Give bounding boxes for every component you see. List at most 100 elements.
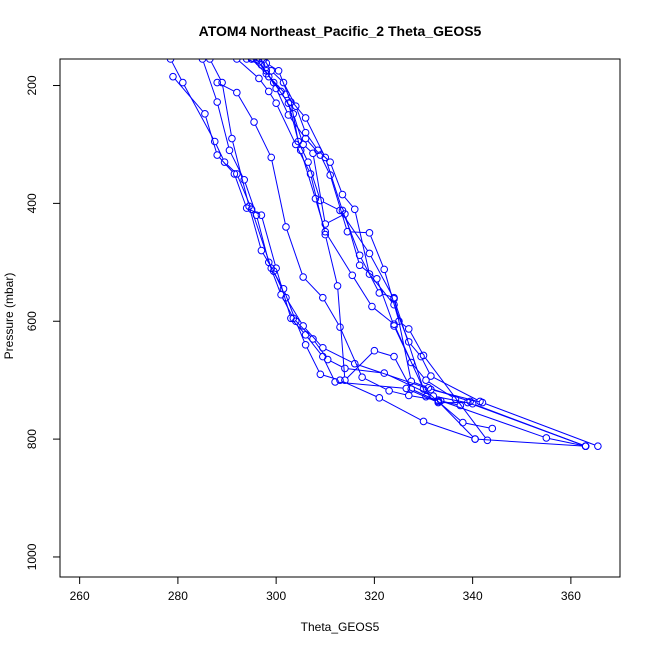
series-line-segment	[395, 359, 411, 387]
data-point	[301, 341, 310, 349]
series-line-segment	[414, 382, 426, 388]
series-line-segment	[232, 141, 249, 204]
series-line-segment	[348, 368, 381, 374]
data-point	[375, 289, 384, 297]
series-line-segment	[286, 229, 303, 275]
series-line-segment	[410, 344, 420, 355]
data-point	[264, 258, 273, 267]
series-line-segment	[256, 218, 269, 260]
data-point	[476, 397, 484, 406]
series-line-segment	[394, 328, 411, 360]
data-point	[291, 102, 300, 110]
data-point	[245, 202, 253, 211]
series-line-segment	[238, 95, 253, 120]
series-5	[213, 78, 590, 450]
data-point	[419, 417, 428, 426]
series-line-segment	[357, 364, 428, 390]
series-line-segment	[441, 400, 458, 406]
data-point	[434, 396, 443, 405]
series-line-segment	[222, 85, 232, 136]
series-line-segment	[238, 60, 257, 77]
x-tick-label: 280	[168, 589, 188, 603]
series-6	[233, 59, 479, 443]
x-tick-label: 360	[561, 589, 581, 603]
x-axis: 260 280 300 320 340 360	[70, 576, 581, 603]
series-line-segment	[219, 83, 235, 92]
series-line-segment	[261, 218, 276, 266]
series-line-segment	[314, 341, 327, 358]
data-point	[179, 78, 187, 87]
series-line-segment	[337, 289, 346, 377]
data-point	[370, 346, 379, 355]
data-point	[274, 66, 283, 75]
data-point	[390, 352, 398, 361]
series-line-segment	[292, 320, 304, 333]
data-point	[319, 343, 327, 352]
data-point	[365, 249, 374, 258]
data-point	[407, 358, 416, 367]
data-point	[252, 211, 261, 219]
data-point	[404, 338, 413, 346]
series-line-segment	[171, 61, 182, 80]
series-line-segment	[425, 390, 461, 421]
series-line-segment	[370, 256, 393, 297]
series-line-segment	[377, 351, 392, 357]
data-point	[210, 137, 219, 146]
series-line-segment	[325, 348, 353, 363]
x-tick-label: 320	[364, 589, 384, 603]
series-line-segment	[342, 381, 377, 397]
series-line-segment	[295, 320, 312, 337]
series-line-segment	[273, 72, 282, 81]
series-line-segment	[271, 160, 286, 224]
series-line-segment	[257, 61, 268, 75]
series-line-segment	[325, 160, 342, 208]
data-point	[341, 364, 349, 373]
series-line-segment	[364, 378, 387, 390]
series-line-segment	[277, 105, 295, 142]
series-line-segment	[301, 153, 315, 196]
series-line-segment	[307, 140, 319, 153]
data-point	[459, 418, 467, 427]
series-line-segment	[425, 357, 486, 438]
data-point	[424, 384, 433, 392]
data-point	[402, 384, 411, 393]
series-line-segment	[370, 235, 384, 267]
y-axis-label: Pressure (mbar)	[2, 273, 16, 360]
data-point	[427, 372, 435, 380]
data-point	[301, 134, 310, 143]
data-point	[282, 90, 290, 99]
series-line-segment	[478, 438, 583, 447]
series-1	[166, 59, 590, 450]
series-line-segment	[330, 360, 343, 368]
data-point	[267, 153, 276, 162]
series-line-segment	[319, 152, 329, 161]
series-line-segment	[401, 322, 407, 328]
data-point	[385, 386, 393, 395]
data-point	[233, 88, 241, 97]
data-point	[321, 227, 330, 236]
data-point	[365, 229, 374, 237]
data-point	[407, 377, 416, 386]
series-line-segment	[307, 337, 322, 355]
series-line-segment	[381, 398, 421, 421]
series-line-segment	[412, 364, 425, 378]
data-point	[289, 110, 298, 118]
data-point	[581, 442, 590, 450]
series-line-segment	[269, 265, 281, 292]
data-point	[404, 325, 413, 333]
series-line-segment	[308, 165, 320, 198]
series-12	[247, 59, 474, 406]
series-line-segment	[394, 300, 412, 379]
series-line-segment	[485, 403, 595, 446]
series-line-segment	[183, 85, 214, 139]
data-point	[301, 128, 310, 137]
series-line-segment	[268, 75, 285, 93]
series-line-segment	[422, 359, 430, 374]
data-point	[272, 264, 280, 273]
series-line-segment	[323, 201, 338, 210]
data-point	[471, 435, 479, 443]
data-point	[422, 376, 430, 384]
series-line-segment	[350, 231, 367, 234]
data-point	[488, 424, 497, 433]
series-11	[255, 59, 492, 445]
